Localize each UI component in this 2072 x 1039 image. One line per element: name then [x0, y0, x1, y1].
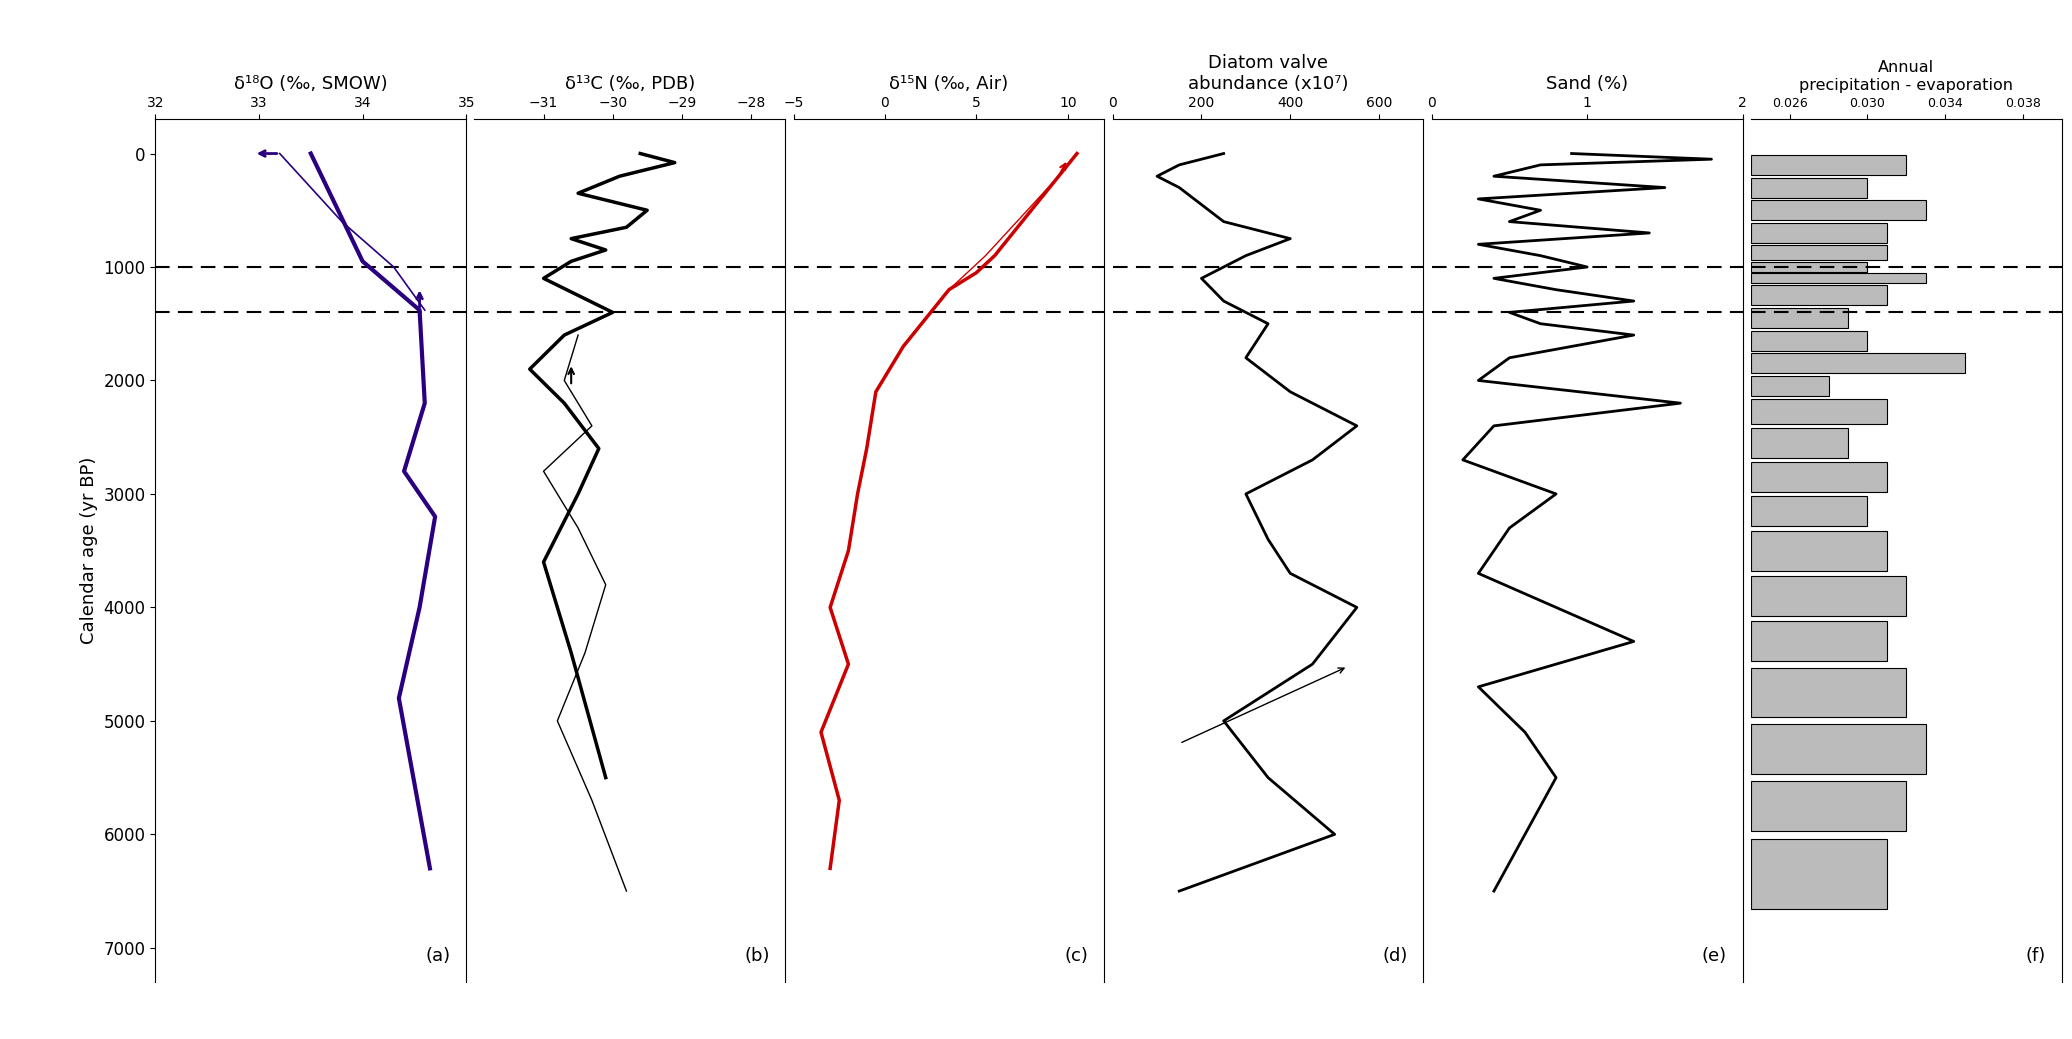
X-axis label: Sand (%): Sand (%): [1546, 75, 1629, 92]
Y-axis label: Calendar age (yr BP): Calendar age (yr BP): [81, 457, 97, 644]
Bar: [1751, 496, 1867, 526]
X-axis label: δ¹³C (‰, PDB): δ¹³C (‰, PDB): [566, 75, 694, 92]
Bar: [1751, 576, 1906, 616]
Bar: [1751, 781, 1906, 831]
X-axis label: δ¹⁵N (‰, Air): δ¹⁵N (‰, Air): [889, 75, 1009, 92]
Bar: [1751, 245, 1888, 261]
Bar: [1751, 376, 1828, 396]
Bar: [1751, 621, 1888, 662]
Bar: [1751, 223, 1888, 243]
X-axis label: Diatom valve
abundance (x10⁷): Diatom valve abundance (x10⁷): [1187, 54, 1349, 92]
Bar: [1751, 262, 1867, 272]
Bar: [1751, 155, 1906, 175]
Bar: [1751, 178, 1867, 197]
Bar: [1751, 462, 1888, 491]
Bar: [1751, 273, 1925, 284]
Bar: [1751, 724, 1925, 774]
Text: (b): (b): [744, 947, 771, 964]
Bar: [1751, 428, 1848, 458]
Bar: [1751, 309, 1848, 328]
Text: (f): (f): [2026, 947, 2045, 964]
X-axis label: Annual
precipitation - evaporation: Annual precipitation - evaporation: [1798, 60, 2014, 92]
Bar: [1751, 667, 1906, 718]
Text: (e): (e): [1701, 947, 1728, 964]
Text: (c): (c): [1065, 947, 1090, 964]
X-axis label: δ¹⁸O (‰, SMOW): δ¹⁸O (‰, SMOW): [234, 75, 387, 92]
Bar: [1751, 286, 1888, 305]
Text: (a): (a): [425, 947, 452, 964]
Bar: [1751, 201, 1925, 220]
Text: (d): (d): [1382, 947, 1409, 964]
Bar: [1751, 840, 1888, 909]
Bar: [1751, 330, 1867, 351]
Bar: [1751, 399, 1888, 424]
Bar: [1751, 353, 1964, 373]
Bar: [1751, 531, 1888, 570]
